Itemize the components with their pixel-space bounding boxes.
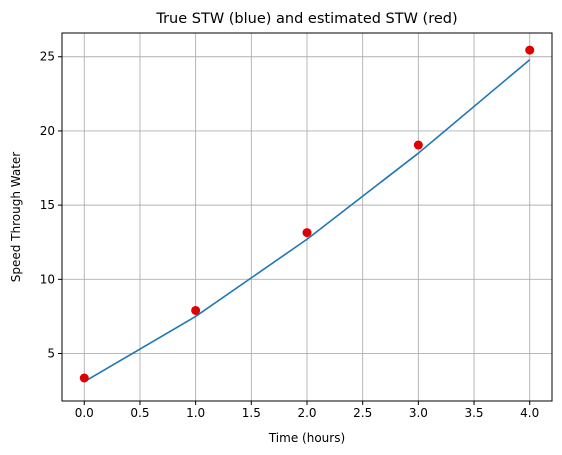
x-tick-label: 0.0	[75, 406, 94, 420]
x-tick-label: 1.5	[242, 406, 261, 420]
y-tick-label: 15	[40, 198, 55, 212]
x-tick-label: 1.0	[186, 406, 205, 420]
plot-data	[79, 45, 535, 383]
x-tick-label: 0.5	[130, 406, 149, 420]
chart-title: True STW (blue) and estimated STW (red)	[155, 11, 457, 27]
x-tick-label: 4.0	[520, 406, 539, 420]
y-axis-label: Speed Through Water	[9, 152, 23, 283]
x-tick-label: 2.5	[353, 406, 372, 420]
x-tick-label: 2.0	[297, 406, 316, 420]
true-stw-line	[83, 59, 531, 383]
estimated-stw-point	[191, 305, 201, 315]
x-tick-label: 3.5	[464, 406, 483, 420]
y-tick-label: 20	[40, 124, 55, 138]
x-tick-label: 3.0	[409, 406, 428, 420]
x-axis-label: Time (hours)	[268, 431, 345, 445]
axes: 0.0 0.5 1.0 1.5 2.0 2.5 3.0 3.5 4.0 5 10 15 20 25	[40, 50, 540, 420]
estimated-stw-point	[413, 140, 423, 150]
y-tick-label: 25	[40, 50, 55, 64]
estimated-stw-point	[525, 45, 535, 55]
y-tick-label: 5	[47, 347, 55, 361]
estimated-stw-point	[302, 228, 312, 238]
estimated-stw-point	[79, 373, 89, 383]
grid	[62, 33, 552, 401]
y-tick-label: 10	[40, 272, 55, 286]
